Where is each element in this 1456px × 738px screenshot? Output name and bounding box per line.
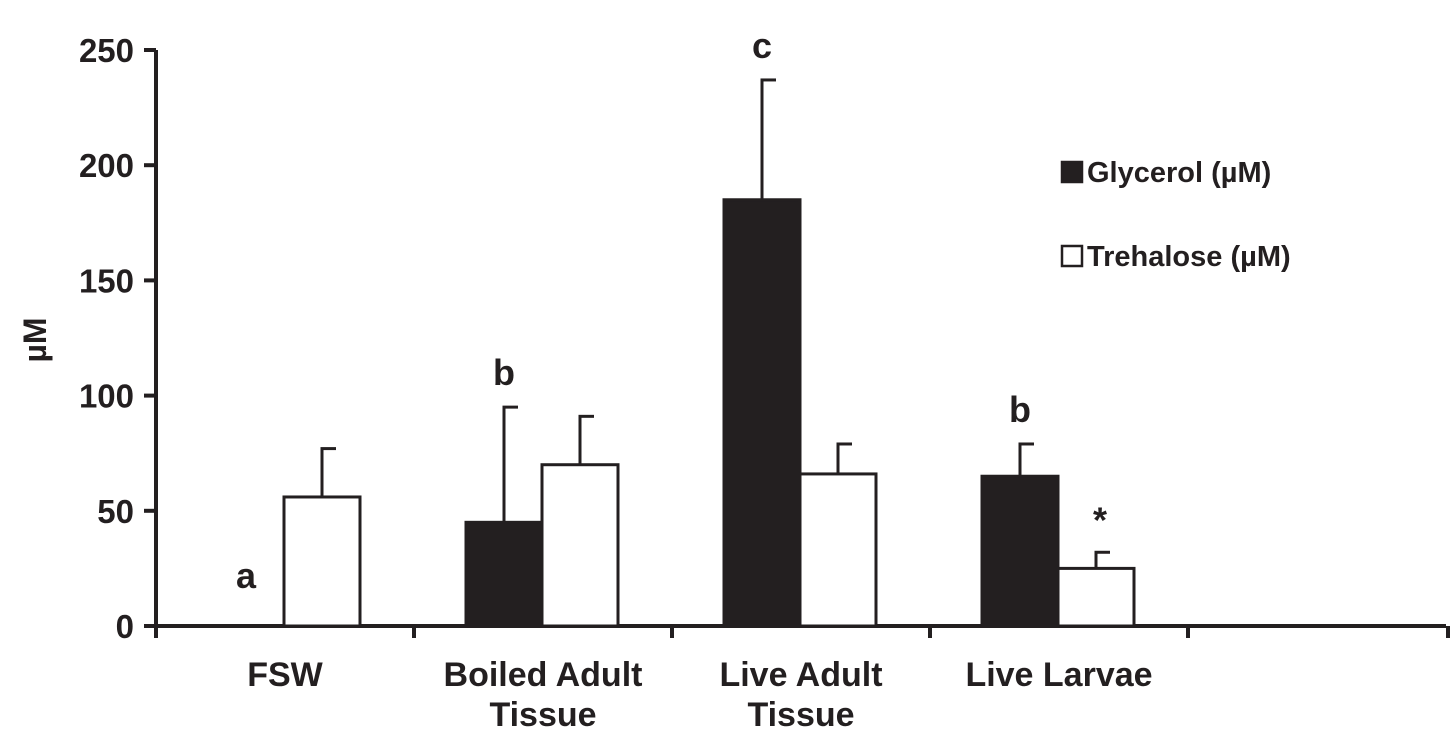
y-tick-label-250: 250 xyxy=(79,32,134,69)
legend-swatch-glycerol xyxy=(1060,160,1084,184)
y-axis: 0 50 100 150 200 250 xyxy=(79,32,158,645)
legend-label-trehalose: Trehalose (µM) xyxy=(1087,241,1291,273)
legend-swatch-trehalose xyxy=(1060,244,1084,268)
y-axis-title: µM xyxy=(17,317,53,362)
y-tick-label-100: 100 xyxy=(79,378,134,415)
legend-label-glycerol: Glycerol (µM) xyxy=(1087,157,1271,189)
bar-glycerol-3 xyxy=(980,474,1060,628)
legend: Glycerol (µM) Trehalose (µM) xyxy=(1060,157,1291,273)
annotation-1-3: * xyxy=(1093,499,1107,540)
annotation-0-2: c xyxy=(752,25,772,66)
bars xyxy=(282,78,1136,628)
bar-trehalose-3 xyxy=(1056,566,1136,628)
significance-annotations: a b c b * xyxy=(236,25,1107,596)
y-tick-label-150: 150 xyxy=(79,262,134,299)
category-label-3-0: Live Larvae xyxy=(965,656,1152,694)
annotation-0-1: b xyxy=(493,352,515,393)
y-tick-label-200: 200 xyxy=(79,147,134,184)
bar-trehalose-2 xyxy=(798,472,878,628)
annotation-0-3: b xyxy=(1009,389,1031,430)
y-tick-label-0: 0 xyxy=(116,608,134,645)
category-label-1-1: Tissue xyxy=(489,696,596,734)
category-label-1-0: Boiled Adult xyxy=(444,656,643,694)
bar-glycerol-1 xyxy=(464,520,544,628)
category-label-2-0: Live Adult xyxy=(719,656,882,694)
bar-trehalose-0 xyxy=(282,495,362,628)
x-axis xyxy=(154,624,1450,638)
bar-glycerol-2 xyxy=(722,198,802,628)
annotation-0-0: a xyxy=(236,555,257,596)
y-tick-label-50: 50 xyxy=(97,493,134,530)
category-label-0-0: FSW xyxy=(247,656,323,694)
bar-trehalose-1 xyxy=(540,463,620,628)
category-label-2-1: Tissue xyxy=(747,696,854,734)
